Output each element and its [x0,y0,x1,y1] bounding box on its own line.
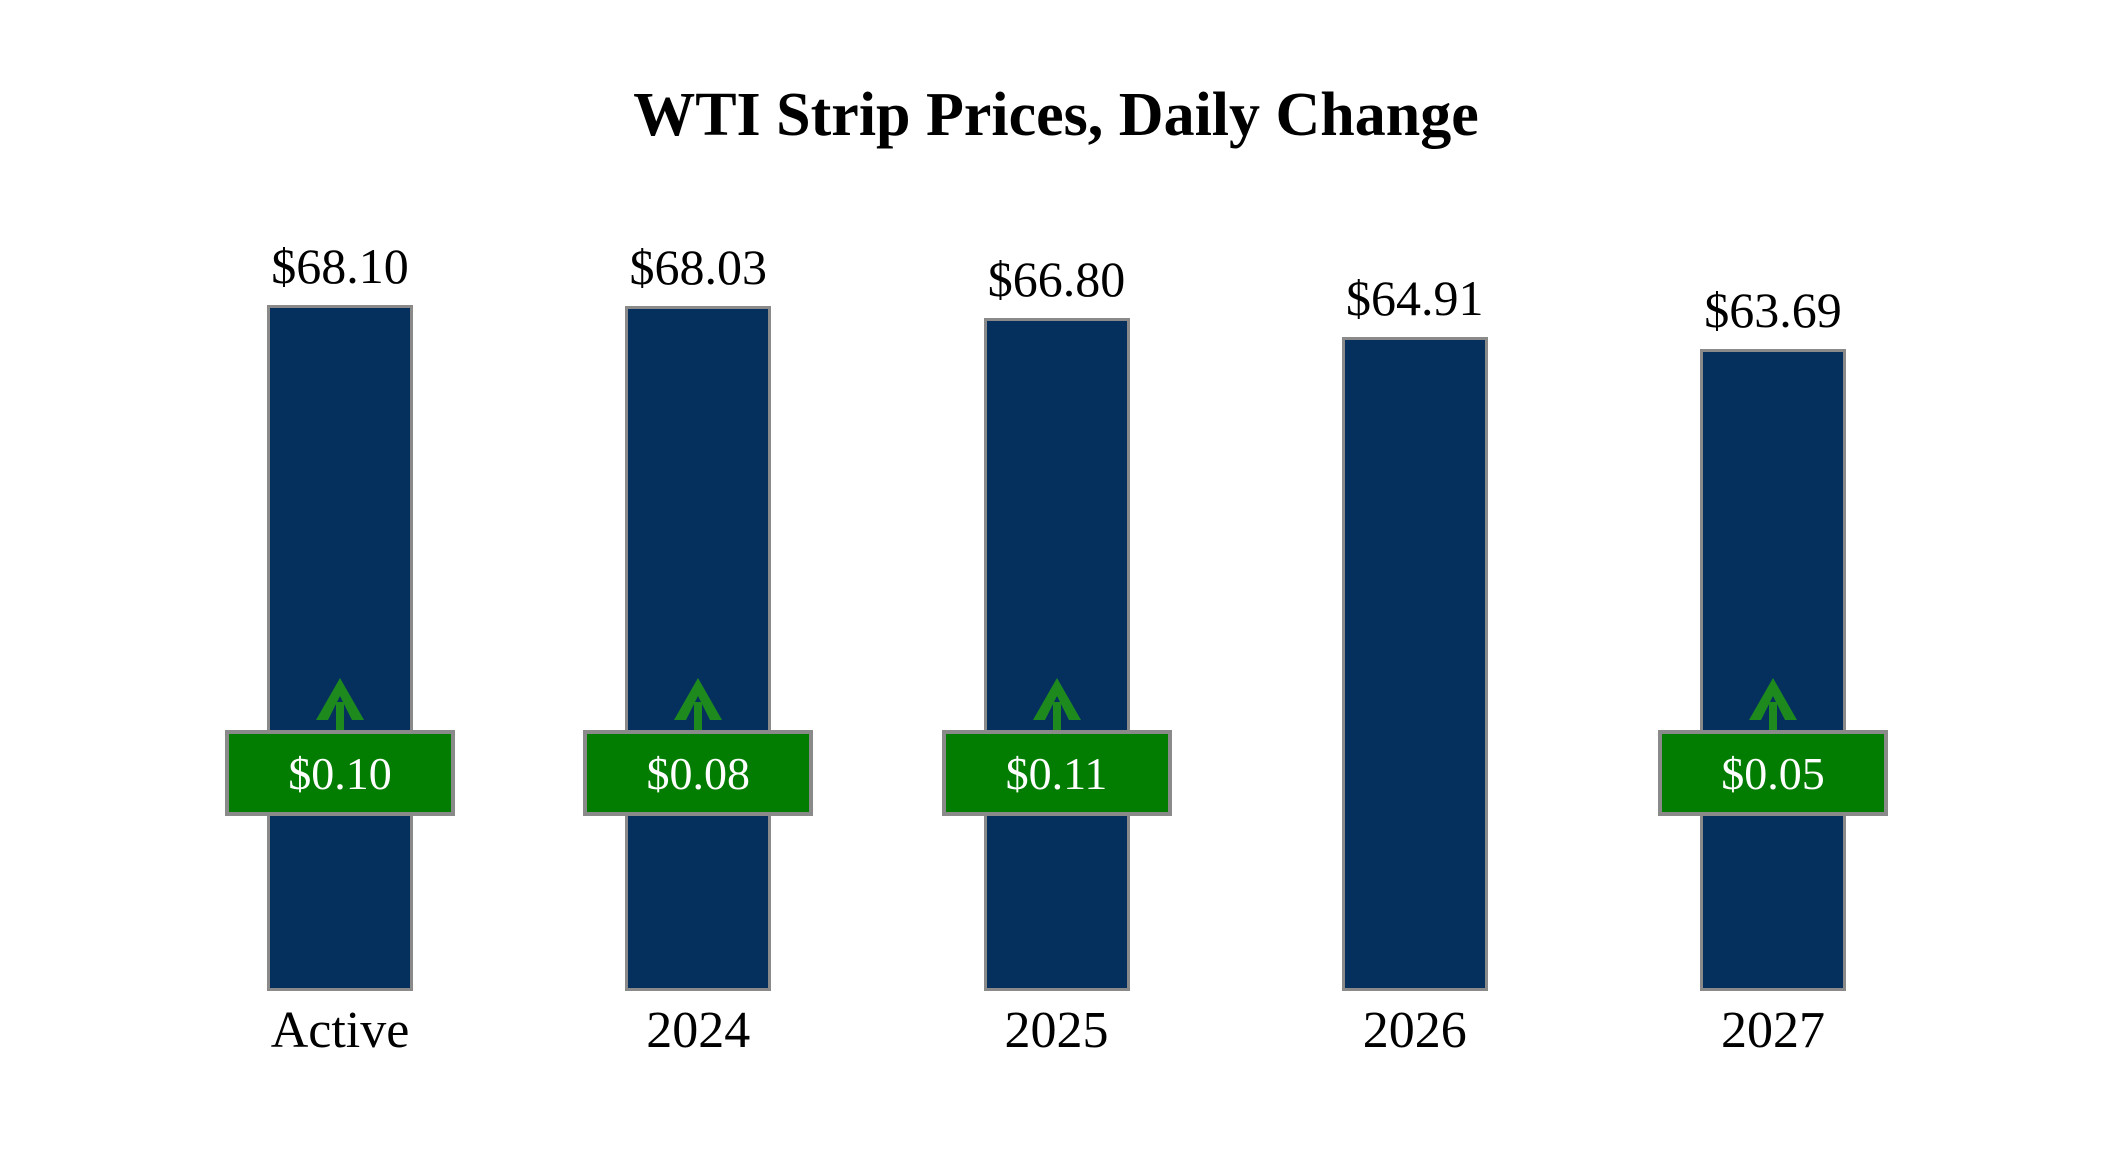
x-axis-label: 2024 [646,1002,751,1059]
daily-change-badge: $0.10 [225,730,455,816]
bar-value-label: $63.69 [1704,282,1842,339]
x-axis-label: 2026 [1362,1002,1467,1059]
chart-title: WTI Strip Prices, Daily Change [633,81,1479,149]
bar-value-label: $66.80 [987,251,1126,308]
up-arrow-icon [316,678,364,730]
bar-2024 [625,305,772,991]
up-arrow-icon [674,678,723,730]
x-axis-label: 2025 [1004,1002,1109,1059]
bar-2027 [1700,349,1846,991]
daily-change-badge: $0.05 [1658,730,1888,816]
bar-value-label: $64.91 [1346,270,1484,327]
bar-active [267,305,413,991]
bar-2026 [1341,337,1488,991]
bar-value-label: $68.10 [271,238,409,294]
x-axis-label: Active [270,1002,410,1059]
up-arrow-icon [1032,678,1081,730]
daily-change-badge: $0.08 [583,730,814,816]
daily-change-badge: $0.11 [941,730,1172,816]
bar-2025 [983,318,1130,991]
up-arrow-icon [1749,678,1797,730]
x-axis-label: 2027 [1721,1002,1825,1059]
bar-value-label: $68.03 [629,238,768,295]
